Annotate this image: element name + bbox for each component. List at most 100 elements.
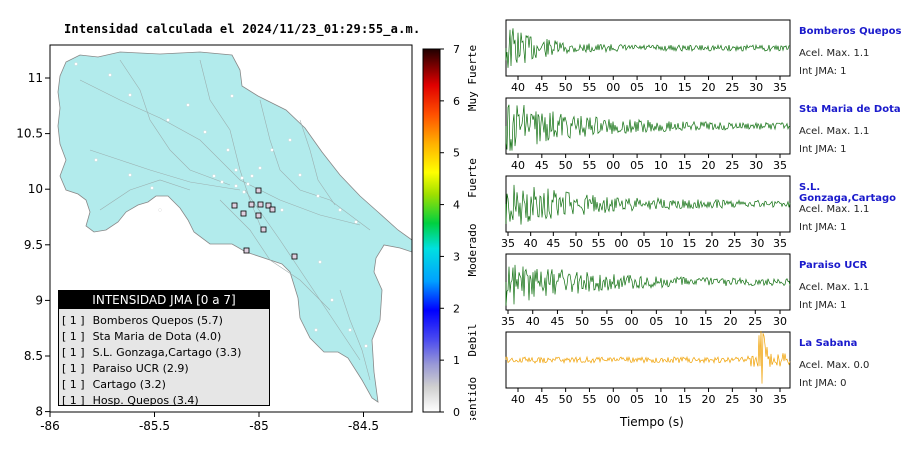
legend-tag: [ 1 ] (62, 314, 85, 327)
station-marker (291, 253, 298, 260)
legend-tag: [ 1 ] (62, 394, 85, 407)
map-y-tick-label: 9 (35, 293, 43, 307)
waveform-tick-label: 15 (678, 159, 692, 172)
waveform-tick-label: 30 (749, 159, 763, 172)
station-name: S.L. Gonzaga,Cartago (799, 182, 897, 204)
waveform-tick-label: 30 (749, 81, 763, 94)
waveform-tick-label: 45 (535, 159, 549, 172)
waveform-tick-label: 50 (559, 81, 573, 94)
colorbar-tick-label: 7 (453, 43, 460, 56)
station-jma-intensity: Int JMA: 1 (799, 66, 847, 77)
waveform-tick-label: 45 (546, 237, 560, 250)
waveform-tick-label: 20 (702, 159, 716, 172)
station-jma-intensity: Int JMA: 1 (799, 222, 847, 233)
waveform-tick-label: 40 (511, 81, 525, 94)
waveform-tick-label: 00 (606, 393, 620, 406)
waveform-tick-label: 25 (725, 393, 739, 406)
colorbar-category-label: Fuerte (466, 158, 479, 198)
legend-row: [ 1 ] Hosp. Quepos (3.4) (59, 393, 269, 409)
waveform-tick-label: 05 (649, 315, 663, 328)
waveform-tick-label: 40 (511, 159, 525, 172)
station-marker (243, 247, 250, 254)
map-x-tick-label: -85.5 (139, 419, 170, 433)
waveform-tick-label: 25 (728, 237, 742, 250)
waveform-panel: 40 45 50 55 00 05 10 15 20 25 30 35 (505, 330, 791, 406)
station-name: Paraiso UCR (799, 260, 868, 271)
waveform-tick-label: 20 (724, 315, 738, 328)
waveform-tick-label: 35 (773, 81, 787, 94)
waveform-tick-label: 15 (682, 237, 696, 250)
legend-label: S.L. Gonzaga,Cartago (3.3) (92, 346, 242, 359)
waveform-tick-label: 20 (705, 237, 719, 250)
station-name: Bomberos Quepos (799, 26, 902, 37)
waveform-tick-label: 55 (582, 159, 596, 172)
colorbar-tick-label: 3 (453, 250, 460, 263)
station-marker (248, 201, 255, 208)
waveform-tick-label: 10 (654, 81, 668, 94)
waveform-tick-label: 10 (660, 237, 674, 250)
legend-row: [ 1 ] Bomberos Quepos (5.7) (59, 313, 269, 329)
colorbar-tick-label: 4 (453, 199, 460, 212)
waveform-tick-label: 35 (773, 237, 787, 250)
waveform-panel: 35 40 45 50 55 00 05 10 15 20 25 30 35 (501, 175, 791, 250)
waveform-tick-label: 30 (750, 237, 764, 250)
station-jma-intensity: Int JMA: 1 (799, 300, 847, 311)
waveform-tick-label: 15 (678, 81, 692, 94)
waveform-tick-label: 35 (773, 159, 787, 172)
waveform-tick-label: 50 (559, 393, 573, 406)
waveform-tick-label: 55 (592, 237, 606, 250)
legend-tag: [ 1 ] (62, 346, 85, 359)
waveform-trace (505, 28, 791, 68)
station-max-acceleration: Acel. Max. 1.1 (799, 48, 870, 59)
waveform-tick-label: 25 (725, 159, 739, 172)
waveform-tick-label: 10 (654, 393, 668, 406)
map-x-tick-label: -84.5 (348, 419, 379, 433)
station-jma-intensity: Int JMA: 1 (799, 144, 847, 155)
waveform-tick-label: 35 (501, 315, 515, 328)
colorbar-category-label: No sentido (466, 377, 479, 420)
waveform-tick-label: 35 (501, 237, 515, 250)
station-jma-intensity: Int JMA: 0 (799, 378, 847, 389)
legend-label: Sta Maria de Dota (4.0) (92, 330, 222, 343)
legend-row: [ 1 ] S.L. Gonzaga,Cartago (3.3) (59, 345, 269, 361)
chart-title: Intensidad calculada el 2024/11/23_01:29… (64, 22, 421, 36)
station-marker (255, 187, 262, 194)
map-y-tick-label: 10.5 (16, 127, 43, 141)
waveform-tick-label: 15 (699, 315, 713, 328)
station-name: La Sabana (799, 338, 858, 349)
waveform-tick-label: 45 (535, 81, 549, 94)
waveform-tick-label: 55 (582, 393, 596, 406)
colorbar-category-label: Moderado (466, 224, 479, 277)
legend-tag: [ 1 ] (62, 330, 85, 343)
waveform-trace (505, 104, 791, 151)
waveform-tick-label: 50 (559, 159, 573, 172)
waveform-tick-label: 20 (702, 81, 716, 94)
intensity-legend: INTENSIDAD JMA [0 a 7] [ 1 ] Bomberos Que… (58, 290, 270, 409)
station-marker (260, 226, 267, 233)
colorbar-category-label: Muy Fuerte (466, 45, 479, 111)
station-marker (269, 206, 276, 213)
waveform-trace (505, 184, 791, 225)
waveform-tick-label: 05 (637, 237, 651, 250)
legend-row: [ 1 ] Cartago (3.2) (59, 377, 269, 393)
waveform-tick-label: 00 (625, 315, 639, 328)
waveform-tick-label: 10 (674, 315, 688, 328)
waveform-tick-label: 45 (550, 315, 564, 328)
legend-row: [ 1 ] Paraiso UCR (2.9) (59, 361, 269, 377)
legend-tag: [ 1 ] (62, 378, 85, 391)
colorbar-tick-label: 2 (453, 302, 460, 315)
waveform-tick-label: 00 (606, 159, 620, 172)
legend-tag: [ 1 ] (62, 362, 85, 375)
map-x-tick-label: -85 (249, 419, 269, 433)
map-y-tick-label: 10 (28, 182, 43, 196)
colorbar-tick-label: 5 (453, 147, 460, 160)
station-max-acceleration: Acel. Max. 0.0 (799, 360, 870, 371)
waveform-trace (505, 264, 791, 306)
waveform-tick-label: 05 (630, 159, 644, 172)
legend-label: Bomberos Quepos (5.7) (92, 314, 223, 327)
waveform-tick-label: 25 (725, 81, 739, 94)
waveform-tick-label: 55 (582, 81, 596, 94)
waveform-tick-label: 50 (575, 315, 589, 328)
station-max-acceleration: Acel. Max. 1.1 (799, 282, 870, 293)
station-max-acceleration: Acel. Max. 1.1 (799, 204, 870, 215)
